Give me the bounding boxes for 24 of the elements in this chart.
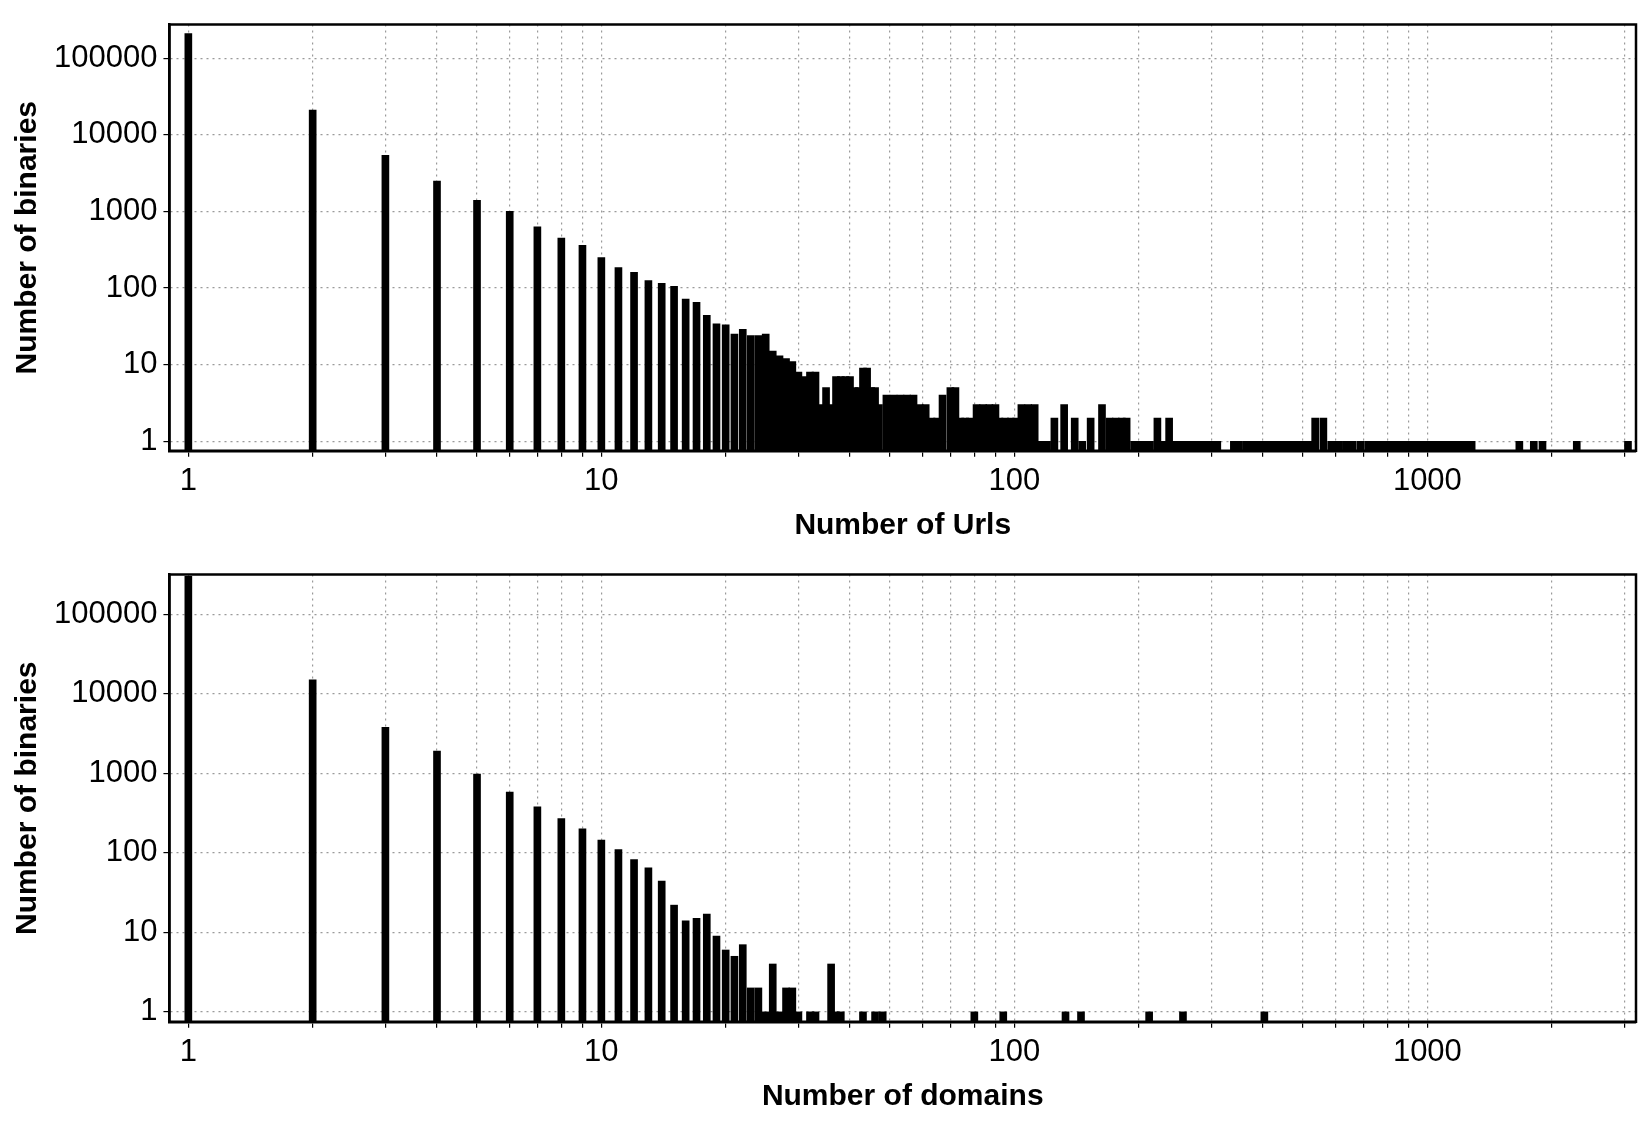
x-tick-label: 100	[988, 461, 1041, 497]
x-axis-title: Number of domains	[761, 1078, 1044, 1112]
y-tick-label: 100	[105, 268, 158, 304]
y-tick-label: 100000	[53, 594, 158, 630]
y-tick-label: 100000	[53, 38, 158, 74]
y-tick-label: 1000	[88, 753, 158, 789]
x-tick-label: 100	[988, 1032, 1041, 1068]
x-tick-label: 10	[584, 1032, 619, 1068]
y-tick-label: 10	[122, 345, 158, 381]
y-tick-label: 1	[140, 992, 158, 1028]
x-axis-title: Number of Urls	[794, 507, 1012, 541]
x-tick-label: 1	[179, 1032, 197, 1068]
y-tick-label: 1000	[88, 191, 158, 227]
x-tick-label: 1000	[1392, 461, 1462, 497]
y-axis-title: Number of binaries	[9, 101, 43, 375]
y-tick-label: 10000	[71, 674, 158, 710]
y-tick-label: 100	[105, 833, 158, 869]
y-tick-label: 10	[122, 912, 158, 948]
y-axis-title: Number of binaries	[9, 661, 43, 935]
x-tick-label: 10	[584, 461, 619, 497]
x-tick-label: 1	[179, 461, 197, 497]
x-tick-label: 1000	[1392, 1032, 1462, 1068]
y-tick-label: 10000	[71, 115, 158, 151]
y-tick-label: 1	[140, 421, 158, 457]
